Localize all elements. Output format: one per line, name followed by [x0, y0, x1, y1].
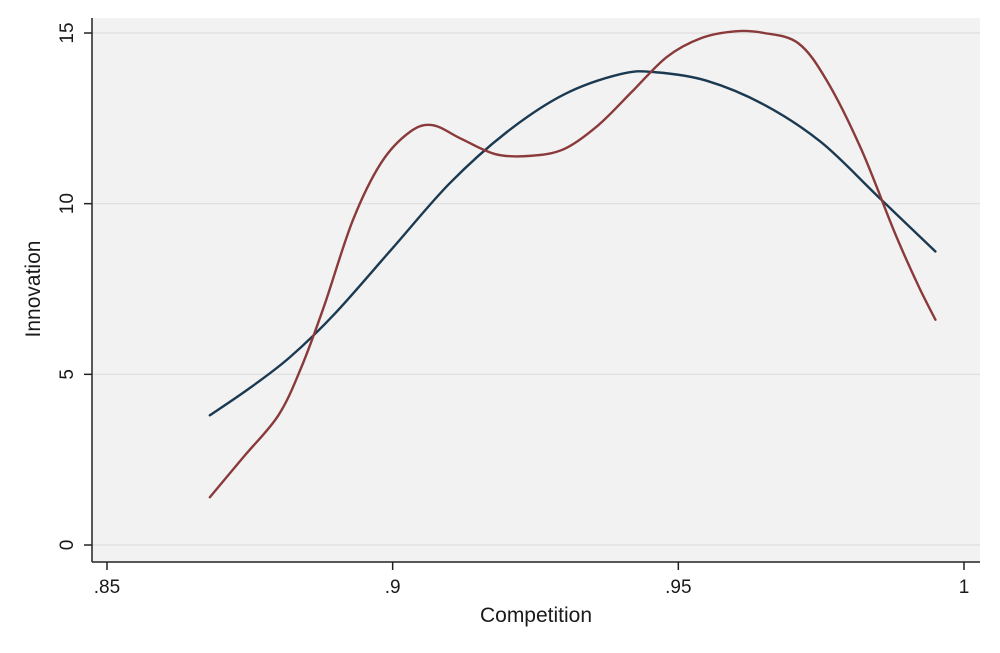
y-tick-label: 15: [57, 22, 78, 43]
y-tick-label: 0: [57, 540, 78, 551]
x-tick-label: .9: [385, 577, 401, 598]
x-tick-label: .95: [665, 577, 691, 598]
y-tick-label: 5: [57, 369, 78, 380]
series-line-1: [208, 70, 937, 417]
y-tick-label: 10: [57, 193, 78, 214]
y-axis-title: Innovation: [22, 241, 45, 338]
x-axis-title: Competition: [480, 604, 592, 627]
series-lines: [208, 29, 937, 499]
series-line-2: [208, 29, 937, 499]
x-tick-label: .85: [94, 577, 120, 598]
gridlines: [92, 32, 980, 546]
plot-area: [92, 18, 980, 562]
x-tick-label: 1: [959, 577, 970, 598]
axes: [91, 18, 980, 563]
